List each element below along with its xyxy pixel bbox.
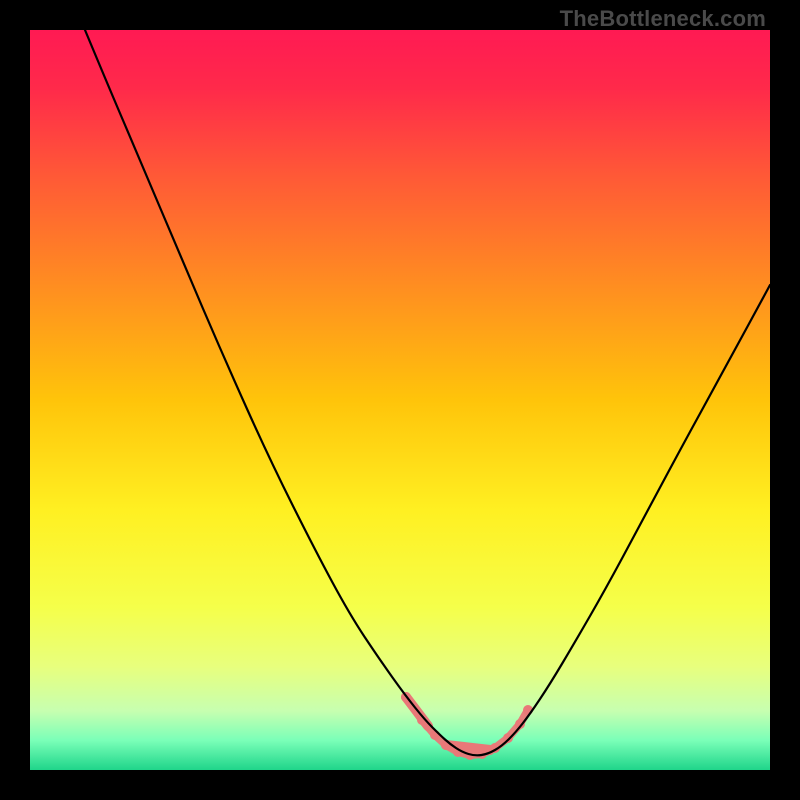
chart-frame: TheBottleneck.com <box>0 0 800 800</box>
watermark-text: TheBottleneck.com <box>560 6 766 32</box>
plot-area <box>30 30 770 770</box>
trough-marks <box>401 692 533 760</box>
main-curve <box>85 30 770 755</box>
curve-layer <box>30 30 770 770</box>
